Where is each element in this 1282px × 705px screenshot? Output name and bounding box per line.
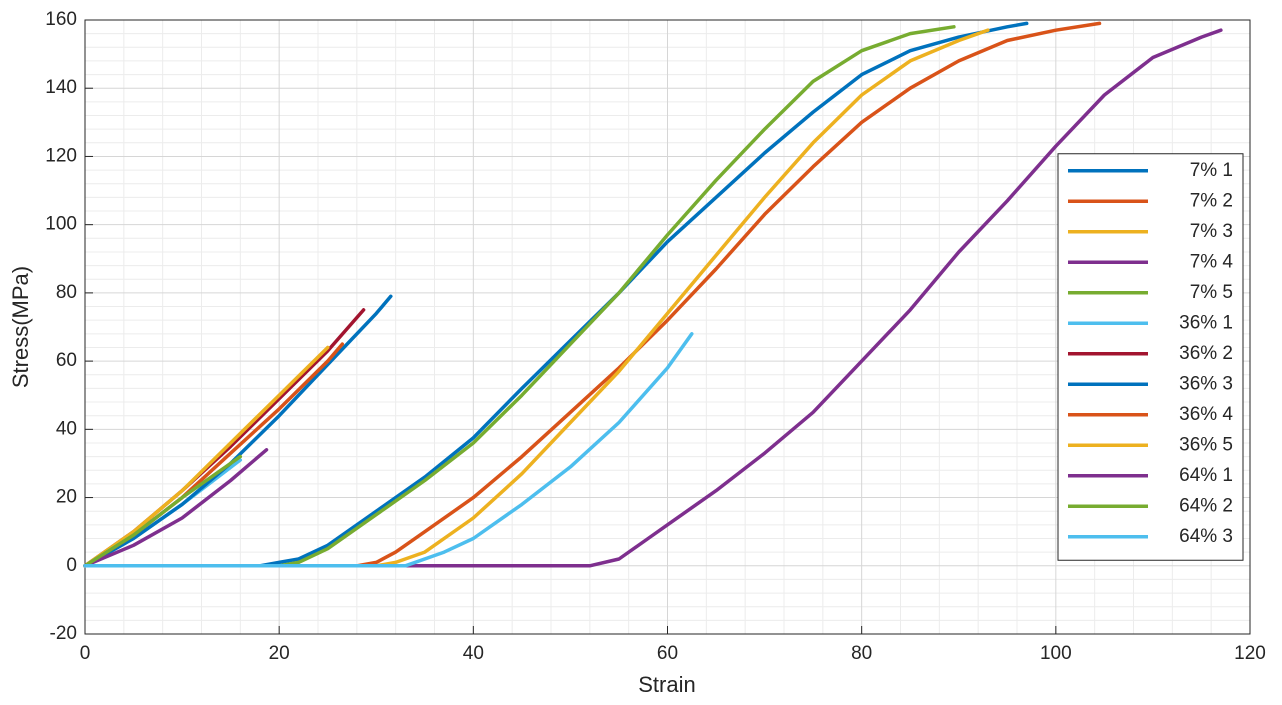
legend-label: 64% 2	[1179, 495, 1233, 516]
legend-label: 36% 2	[1179, 343, 1233, 364]
x-tick-label: 40	[463, 643, 484, 664]
series-line	[83, 21, 1102, 568]
x-axis-label: Strain	[638, 672, 695, 697]
series-line	[83, 332, 694, 568]
x-tick-label: 100	[1040, 643, 1072, 664]
x-tick-label: 80	[851, 643, 872, 664]
y-tick-label: 20	[56, 487, 77, 508]
legend-label: 64% 3	[1179, 526, 1233, 547]
y-tick-label: 60	[56, 350, 77, 371]
legend-label: 36% 5	[1179, 434, 1233, 455]
series-line	[83, 28, 990, 568]
series-line	[83, 294, 393, 568]
y-tick-label: 80	[56, 282, 77, 303]
legend-label: 36% 1	[1179, 312, 1233, 333]
legend-box	[1057, 153, 1244, 561]
y-tick-label: -20	[50, 623, 77, 644]
legend-label: 36% 3	[1179, 373, 1233, 394]
y-axis-label: Stress(MPa)	[8, 266, 33, 388]
y-tick-label: 140	[45, 77, 77, 98]
series-line	[83, 28, 1223, 568]
series-line	[83, 454, 243, 568]
legend-label: 7% 4	[1190, 251, 1234, 272]
legend-label: 7% 1	[1190, 160, 1233, 181]
plot-frame	[84, 19, 1251, 635]
legend-label: 7% 2	[1190, 190, 1233, 211]
series-line	[83, 448, 269, 568]
x-tick-label: 20	[269, 643, 290, 664]
y-tick-label: 40	[56, 418, 77, 439]
series-line	[83, 21, 1029, 568]
x-tick-label: 0	[80, 643, 91, 664]
y-tick-label: 100	[45, 214, 77, 235]
legend: 7% 1 7% 2 7% 3 7% 4 7% 5 36% 1 36% 2 36% 3 36% 4…	[1057, 153, 1244, 561]
x-tick-label: 60	[657, 643, 678, 664]
legend-label: 36% 4	[1179, 404, 1233, 425]
legend-label: 7% 3	[1190, 221, 1233, 242]
y-tick-label: 120	[45, 145, 77, 166]
legend-label: 64% 1	[1179, 465, 1233, 486]
series-line	[83, 308, 366, 568]
x-tick-label: 120	[1234, 643, 1266, 664]
legend-label: 7% 5	[1190, 282, 1233, 303]
series-line	[83, 25, 956, 568]
y-tick-label: 160	[45, 9, 77, 30]
series-line	[83, 345, 330, 568]
y-tick-label: 0	[66, 555, 77, 576]
